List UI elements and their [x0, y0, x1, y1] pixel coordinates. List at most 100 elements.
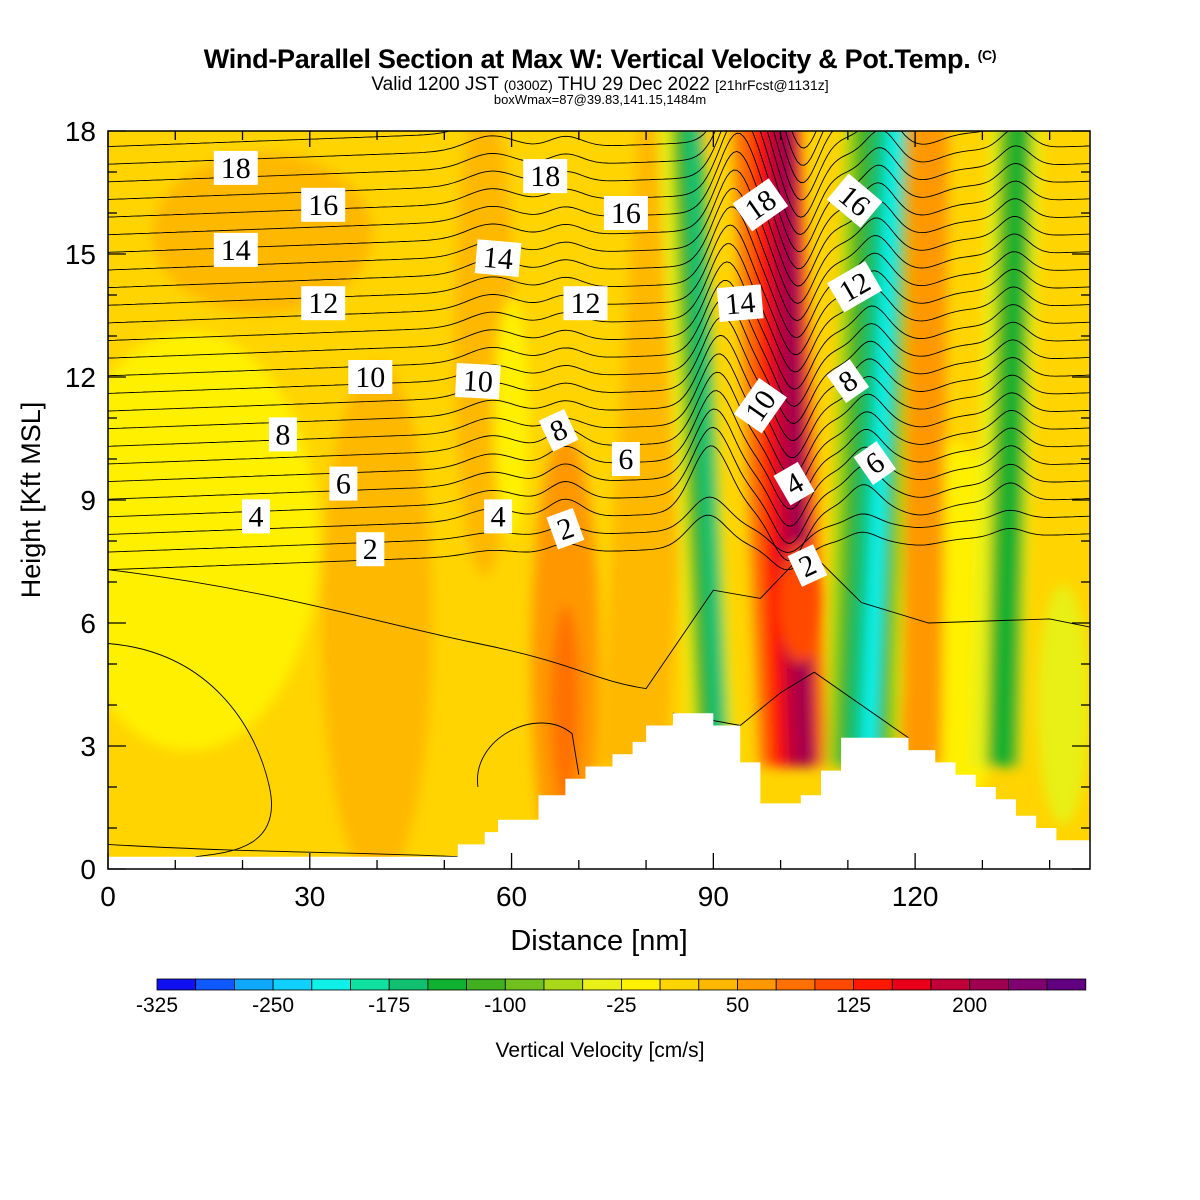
field-region — [493, 298, 530, 538]
contour-label-text: 18 — [530, 160, 560, 193]
theta-contour-line — [108, 843, 458, 858]
contour-label: 12 — [301, 286, 346, 321]
colorbar-swatch — [466, 978, 506, 991]
chart-title: Wind-Parallel Section at Max W: Vertical… — [203, 44, 997, 74]
contour-label-box — [474, 239, 522, 277]
contour-label-box — [716, 284, 764, 323]
contour-label: 10 — [455, 362, 501, 400]
contour-label-box — [538, 408, 579, 452]
field-region — [1037, 585, 1090, 825]
x-tick-label: 30 — [294, 881, 325, 912]
contour-label-box — [563, 286, 608, 321]
contour-label: 14 — [474, 239, 522, 277]
contour-label-box — [826, 359, 870, 404]
contour-label: 10 — [348, 360, 393, 394]
colorbar-swatch — [272, 978, 313, 991]
contour-label-text: 8 — [275, 418, 290, 451]
terrain — [108, 713, 1090, 869]
colorbar-swatch — [543, 978, 584, 991]
contour-label-text: 16 — [611, 197, 641, 230]
contour-label: 14 — [213, 232, 258, 267]
velocity-band — [901, 131, 949, 767]
colorbar-tick-label: 125 — [836, 994, 871, 1017]
colorbar-tick-label: -325 — [136, 994, 178, 1017]
contour-label-box — [484, 499, 513, 534]
theta-contour-line — [108, 131, 834, 184]
theta-contour-line — [108, 131, 1090, 235]
field-pale-region — [108, 331, 319, 751]
contour-label: 2 — [787, 544, 828, 587]
contour-label-text: 18 — [221, 152, 251, 185]
field-region — [551, 605, 580, 805]
theta-contour-line — [108, 371, 1090, 493]
colorbar-swatch — [698, 978, 738, 991]
contour-label-box — [301, 187, 346, 222]
y-tick-label: 15 — [65, 239, 96, 270]
contour-label-text: 10 — [355, 361, 385, 394]
colorbar-swatch — [737, 978, 777, 991]
contour-label-text: 2 — [363, 533, 378, 566]
contour-label: 8 — [538, 408, 579, 452]
colorbar-tick-label: -250 — [252, 994, 294, 1017]
theta-contour-line — [108, 514, 1090, 571]
contour-label-box — [603, 196, 648, 230]
valid-time: Valid 1200 JST (0300Z) THU 29 Dec 2022 [… — [371, 74, 829, 95]
colorbar-tick-label: -175 — [368, 994, 410, 1017]
contour-label-box — [329, 466, 358, 501]
axes: 0 30 60 90 120 0 3 6 9 12 15 18 — [65, 116, 1090, 912]
contour-label-box — [787, 544, 828, 587]
y-tick-label: 18 — [65, 116, 96, 147]
theta-contour-line — [477, 722, 580, 788]
colorbar-swatch — [582, 978, 622, 991]
contour-label: 6 — [611, 442, 640, 476]
colorbar-tick-label: 200 — [952, 994, 987, 1017]
contour-label-box — [523, 159, 568, 194]
colorbar-swatch — [233, 978, 274, 991]
contour-label-text: 4 — [249, 500, 264, 533]
contour-label-box — [455, 362, 501, 400]
colorbar-swatch — [311, 978, 351, 991]
theta-contour-line — [108, 131, 984, 201]
x-tick-label: 120 — [892, 881, 939, 912]
x-tick-label: 90 — [698, 881, 729, 912]
y-tick-label: 6 — [80, 608, 96, 639]
y-tick-label: 9 — [80, 485, 96, 516]
colorbar-swatch — [930, 978, 971, 991]
contour-label-text: 16 — [308, 189, 338, 222]
contour-label-box — [301, 286, 346, 321]
terrain-mask — [108, 713, 1090, 869]
contour-label-box — [773, 461, 815, 506]
contour-label-box — [242, 499, 270, 534]
theta-contour-line — [108, 408, 1090, 527]
contour-label-text: 12 — [308, 287, 338, 320]
contour-label: 12 — [563, 286, 608, 321]
box-info: boxWmax=87@39.83,141.15,1484m — [493, 92, 707, 107]
x-axis-label: Distance [nm] — [510, 925, 687, 957]
contour-label: 4 — [484, 499, 513, 534]
theta-contour-line — [791, 131, 817, 149]
contour-label: 14 — [716, 284, 764, 323]
contour-label-box — [356, 532, 385, 567]
contour-label-text: 10 — [462, 364, 494, 399]
colorbar-swatch — [504, 978, 545, 991]
colorbar-swatch — [156, 978, 197, 991]
colorbar-swatch — [350, 978, 390, 991]
theta-contour-line — [108, 131, 1090, 253]
colorbar-swatch — [195, 978, 235, 991]
colorbar-tick-label: -100 — [484, 994, 526, 1017]
contour-label-box — [733, 377, 787, 434]
contour-label-box — [827, 261, 883, 313]
y-tick-label: 0 — [80, 854, 96, 885]
contour-label-box — [611, 442, 640, 476]
contour-label: 18 — [523, 159, 568, 194]
colorbar-swatch — [1046, 978, 1087, 991]
theta-contour-line — [108, 131, 1090, 218]
contour-label: 6 — [329, 466, 358, 501]
theta-contour-line — [108, 169, 1090, 304]
x-tick-label: 0 — [100, 881, 116, 912]
theta-contour-line — [108, 445, 1090, 561]
theta-contour-line — [108, 187, 1090, 322]
colorbar-swatch — [853, 978, 893, 991]
